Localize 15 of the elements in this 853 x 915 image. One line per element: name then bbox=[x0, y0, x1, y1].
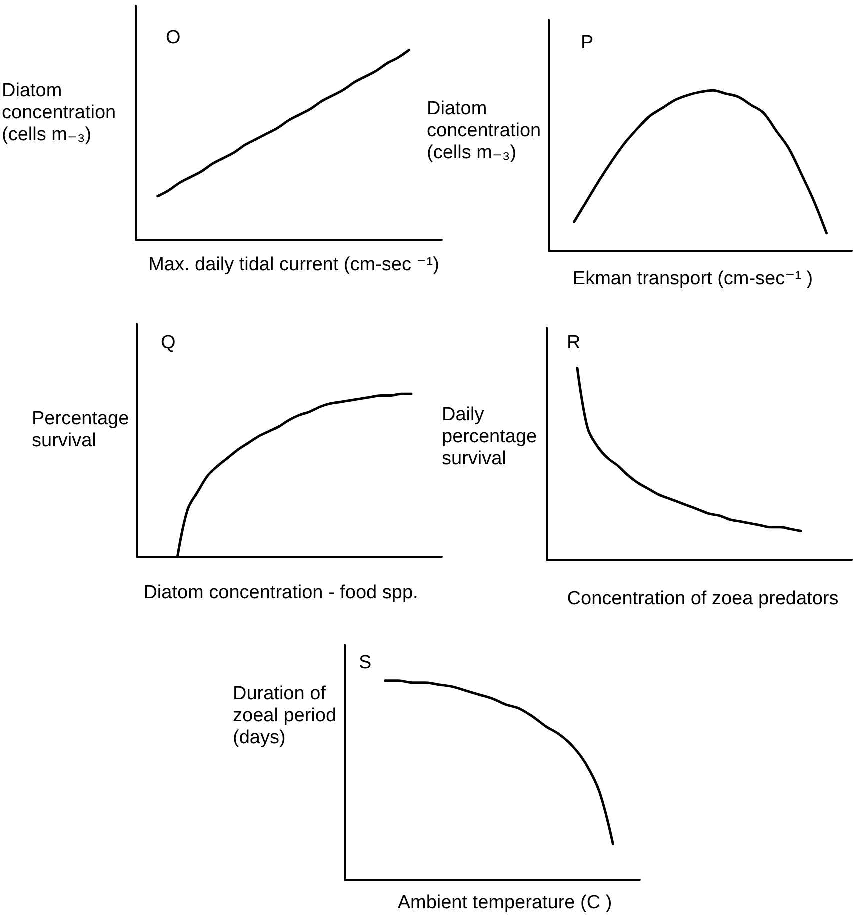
chart-title: S bbox=[359, 652, 372, 674]
x-axis-title: Diatom concentration - food spp. bbox=[144, 582, 418, 604]
y-axis-title: Percentage survival bbox=[32, 408, 130, 452]
x-axis-title: Max. daily tidal current (cm-sec ⁻¹) bbox=[148, 254, 440, 276]
x-axis-title: Ambient temperature (C ) bbox=[398, 892, 612, 914]
chart-title: P bbox=[581, 32, 594, 54]
y-axis-title: Diatom concentration (cells m₋₃) bbox=[2, 80, 116, 146]
y-axis-title: Daily percentage survival bbox=[442, 404, 538, 470]
y-axis-title: Duration of zoeal period (days) bbox=[233, 684, 337, 748]
x-axis-title: Concentration of zoea predators bbox=[567, 588, 839, 610]
x-axis-title: Ekman transport (cm-sec⁻¹ ) bbox=[572, 268, 814, 290]
y-axis-title: Diatom concentration (cells m₋₃) bbox=[427, 98, 542, 164]
chart-title: O bbox=[166, 28, 181, 48]
chart-title: R bbox=[567, 332, 581, 354]
chart-title: Q bbox=[161, 332, 176, 354]
